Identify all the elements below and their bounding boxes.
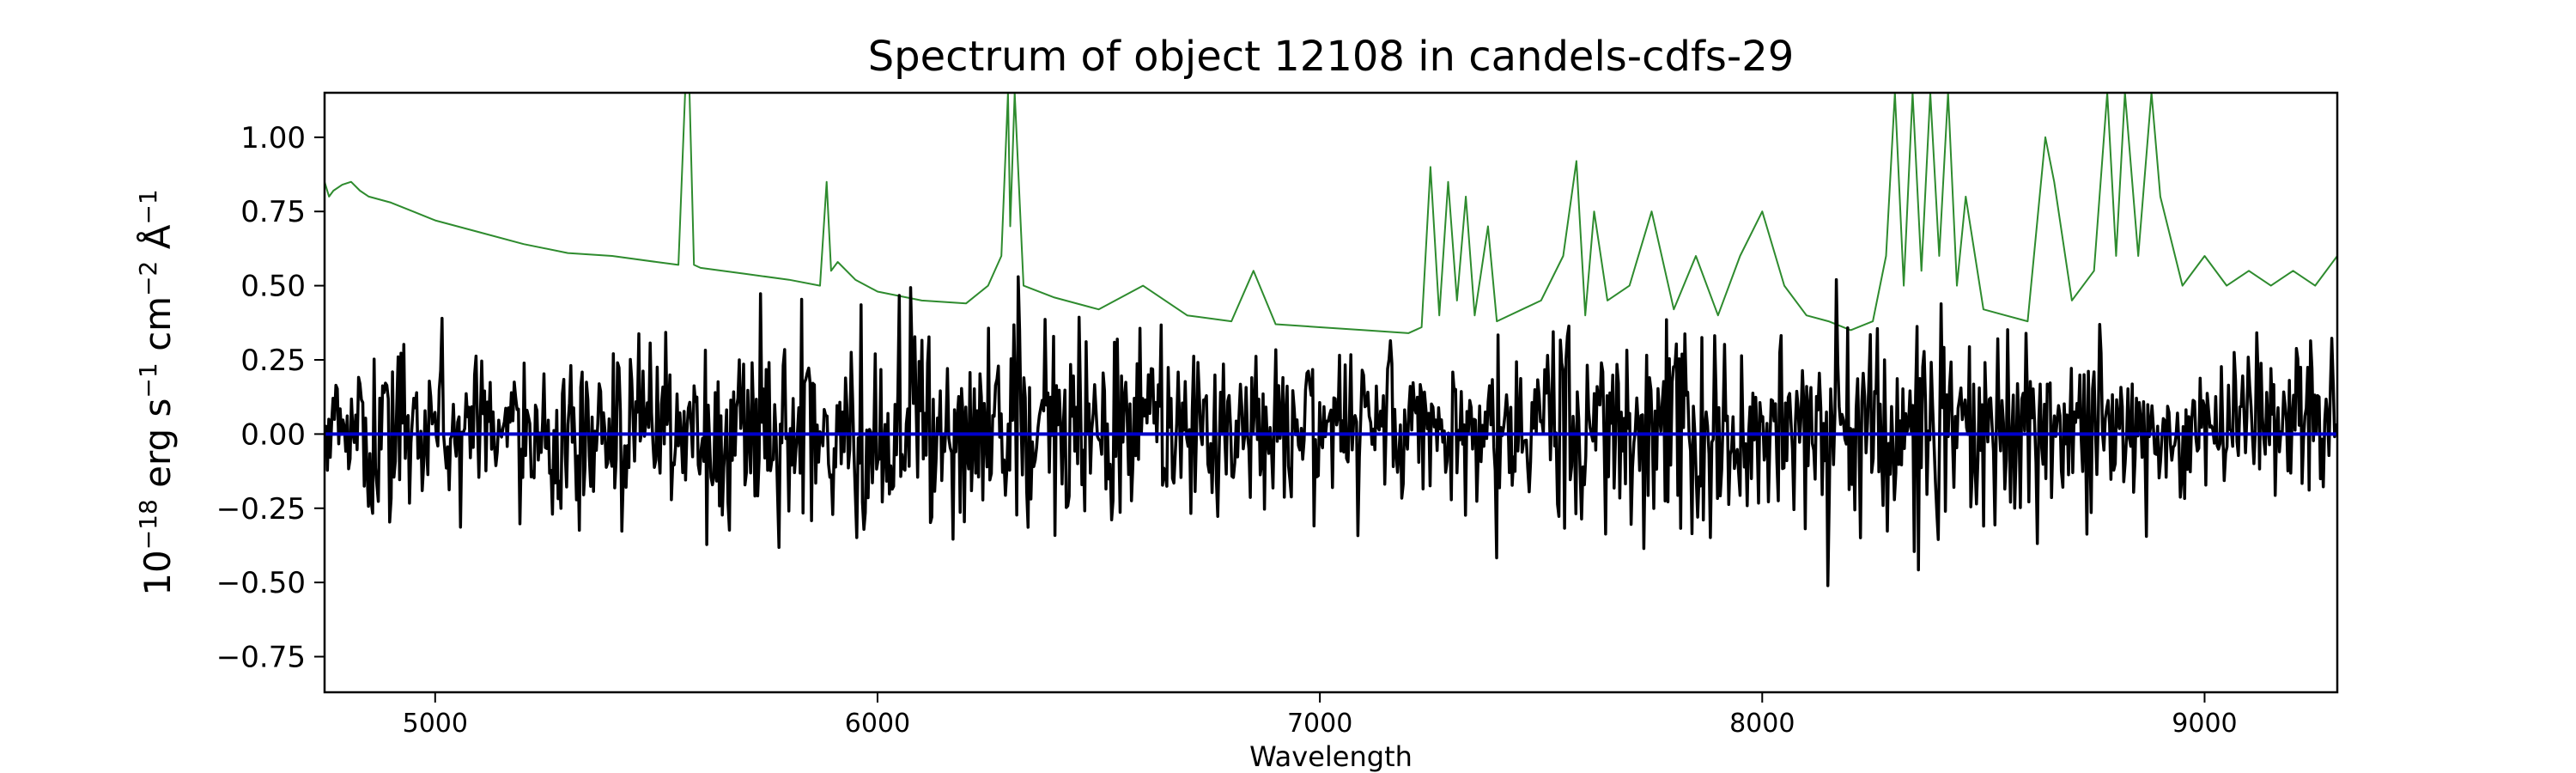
y-tick-label: 0.75: [240, 195, 306, 229]
axes-frame: [323, 91, 2339, 694]
x-axis-label: Wavelength: [1249, 740, 1413, 773]
y-tick-label: −0.50: [216, 566, 306, 600]
y-tick-label: 0.25: [240, 344, 306, 378]
chart-title: Spectrum of object 12108 in candels-cdfs…: [868, 33, 1795, 81]
x-tick-label: 9000: [2172, 709, 2237, 739]
y-tick-label: −0.75: [216, 641, 306, 675]
ylabel-exp1: −18: [134, 499, 162, 550]
plot-area: [323, 91, 2339, 694]
x-tick-label: 6000: [845, 709, 910, 739]
y-axis-ticks: 1.00 0.75 0.50 0.25 0.00 −0.25 −0.50 −0.75: [216, 121, 325, 675]
svg-text:10−18 erg s−1 cm−2 Å−1: 10−18 erg s−1 cm−2 Å−1: [134, 189, 179, 595]
ylabel-exp2: −1: [134, 362, 162, 398]
x-axis-ticks: 5000 6000 7000 8000 9000: [403, 692, 2238, 739]
y-tick-label: −0.25: [216, 492, 306, 526]
x-tick-label: 8000: [1729, 709, 1795, 739]
ylabel-exp3: −2: [134, 261, 162, 296]
ylabel-unit2: cm: [137, 296, 179, 362]
ylabel-unit1: erg s: [137, 399, 179, 500]
x-tick-label: 7000: [1287, 709, 1352, 739]
y-tick-label: 0.00: [240, 417, 306, 452]
error-spectrum-line: [325, 93, 2337, 334]
flux-spectrum-line: [325, 275, 2337, 587]
ylabel-exp4: −1: [134, 189, 162, 224]
ylabel-unit3: Å: [136, 224, 179, 260]
y-axis-label: 10−18 erg s−1 cm−2 Å−1: [134, 189, 179, 595]
y-tick-label: 0.50: [240, 270, 306, 304]
y-tick-label: 1.00: [240, 121, 306, 155]
x-tick-label: 5000: [403, 709, 468, 739]
ylabel-base: 10: [137, 550, 179, 595]
